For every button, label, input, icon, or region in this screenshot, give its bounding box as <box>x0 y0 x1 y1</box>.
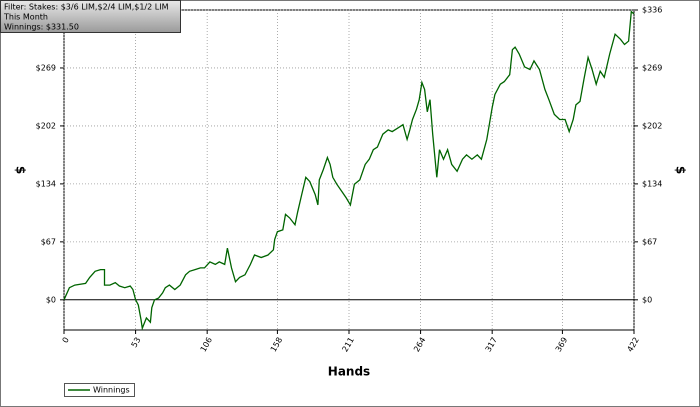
info-bg <box>0 0 181 33</box>
x-axis-label: Hands <box>328 365 370 379</box>
y-tick-label-right: $202 <box>642 121 662 130</box>
info-period: This Month <box>3 13 48 22</box>
y-axis-label: $ <box>14 166 28 174</box>
y-tick-label-right: $67 <box>642 237 657 246</box>
info-filter: Filter: Stakes: $3/6 LIM,$2/4 LIM,$1/2 L… <box>4 3 169 12</box>
legend-box <box>64 383 135 397</box>
y-tick-label: $0 <box>46 295 56 304</box>
x-tick-label: 0 <box>61 336 71 345</box>
y-tick-label-right: $0 <box>642 295 652 304</box>
info-winnings: Winnings: $331.50 <box>4 23 79 32</box>
y-tick-label-right: $134 <box>642 179 662 188</box>
y-axis-label-right: $ <box>674 166 688 174</box>
y-tick-label: $134 <box>36 179 56 188</box>
legend-label: Winnings <box>93 386 130 395</box>
y-tick-label: $202 <box>36 121 56 130</box>
x-tick-label: 53 <box>130 336 143 349</box>
y-tick-label-right: $269 <box>642 63 662 72</box>
y-tick-label: $269 <box>36 63 56 72</box>
line-series <box>63 10 635 331</box>
info-box: Filter: Stakes: $3/6 LIM,$2/4 LIM,$1/2 L… <box>0 0 181 33</box>
legend: Winnings <box>64 383 135 397</box>
y-tick-label: $67 <box>41 237 56 246</box>
y-tick-label-right: $336 <box>642 6 662 15</box>
